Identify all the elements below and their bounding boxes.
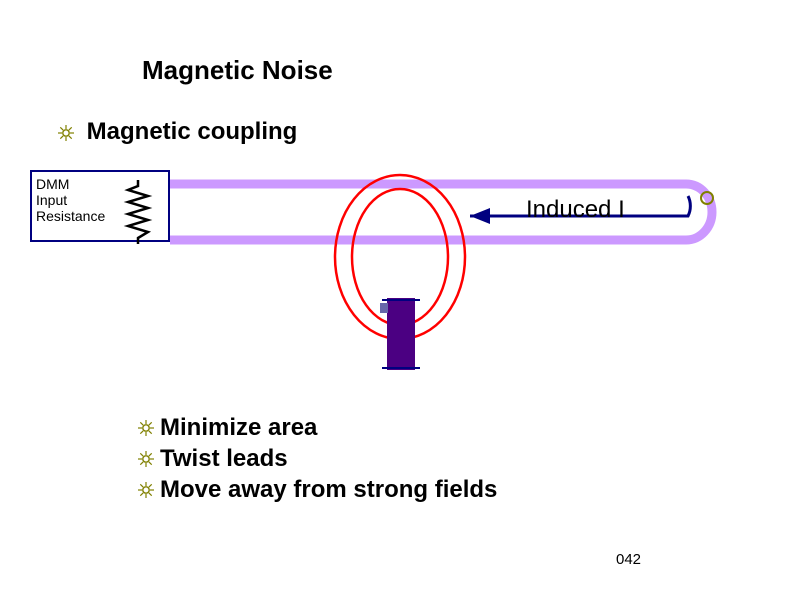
induced-arrow-head: [470, 208, 490, 224]
rec-item-1: Twist leads: [138, 443, 497, 474]
coupling-diagram: [0, 0, 792, 612]
field-loop-inner: [352, 189, 448, 325]
lead-arc: [686, 184, 712, 240]
induced-text: Induced I: [526, 196, 625, 223]
rec-item-2: Move away from strong fields: [138, 474, 497, 505]
field-loop-outer: [335, 175, 465, 339]
bullet-icon: [138, 482, 154, 498]
dmm-line3: Resistance: [36, 208, 105, 224]
subtitle-text: Magnetic coupling: [87, 118, 298, 145]
magnet-nub: [380, 303, 388, 313]
title-text: Magnetic Noise: [142, 55, 333, 85]
dmm-line2: Input: [36, 192, 67, 208]
slide-number: 042: [616, 551, 641, 568]
recommendations-list: Minimize area Twist leads: [138, 412, 497, 506]
terminal-dot: [701, 192, 713, 204]
rec-text-0: Minimize area: [160, 412, 317, 443]
magnet-bar: [387, 298, 415, 370]
rec-text-2: Move away from strong fields: [160, 474, 497, 505]
slide-subtitle: Magnetic coupling: [58, 118, 297, 146]
rec-text-1: Twist leads: [160, 443, 288, 474]
dmm-label: DMM Input Resistance: [36, 176, 105, 224]
bullet-icon: [138, 420, 154, 436]
dmm-line1: DMM: [36, 176, 69, 192]
bullet-icon: [58, 125, 74, 141]
rec-item-0: Minimize area: [138, 412, 497, 443]
slide-number-text: 042: [616, 551, 641, 568]
induced-label: Induced I: [526, 196, 625, 224]
slide-title: Magnetic Noise: [142, 55, 333, 86]
bullet-icon: [138, 451, 154, 467]
